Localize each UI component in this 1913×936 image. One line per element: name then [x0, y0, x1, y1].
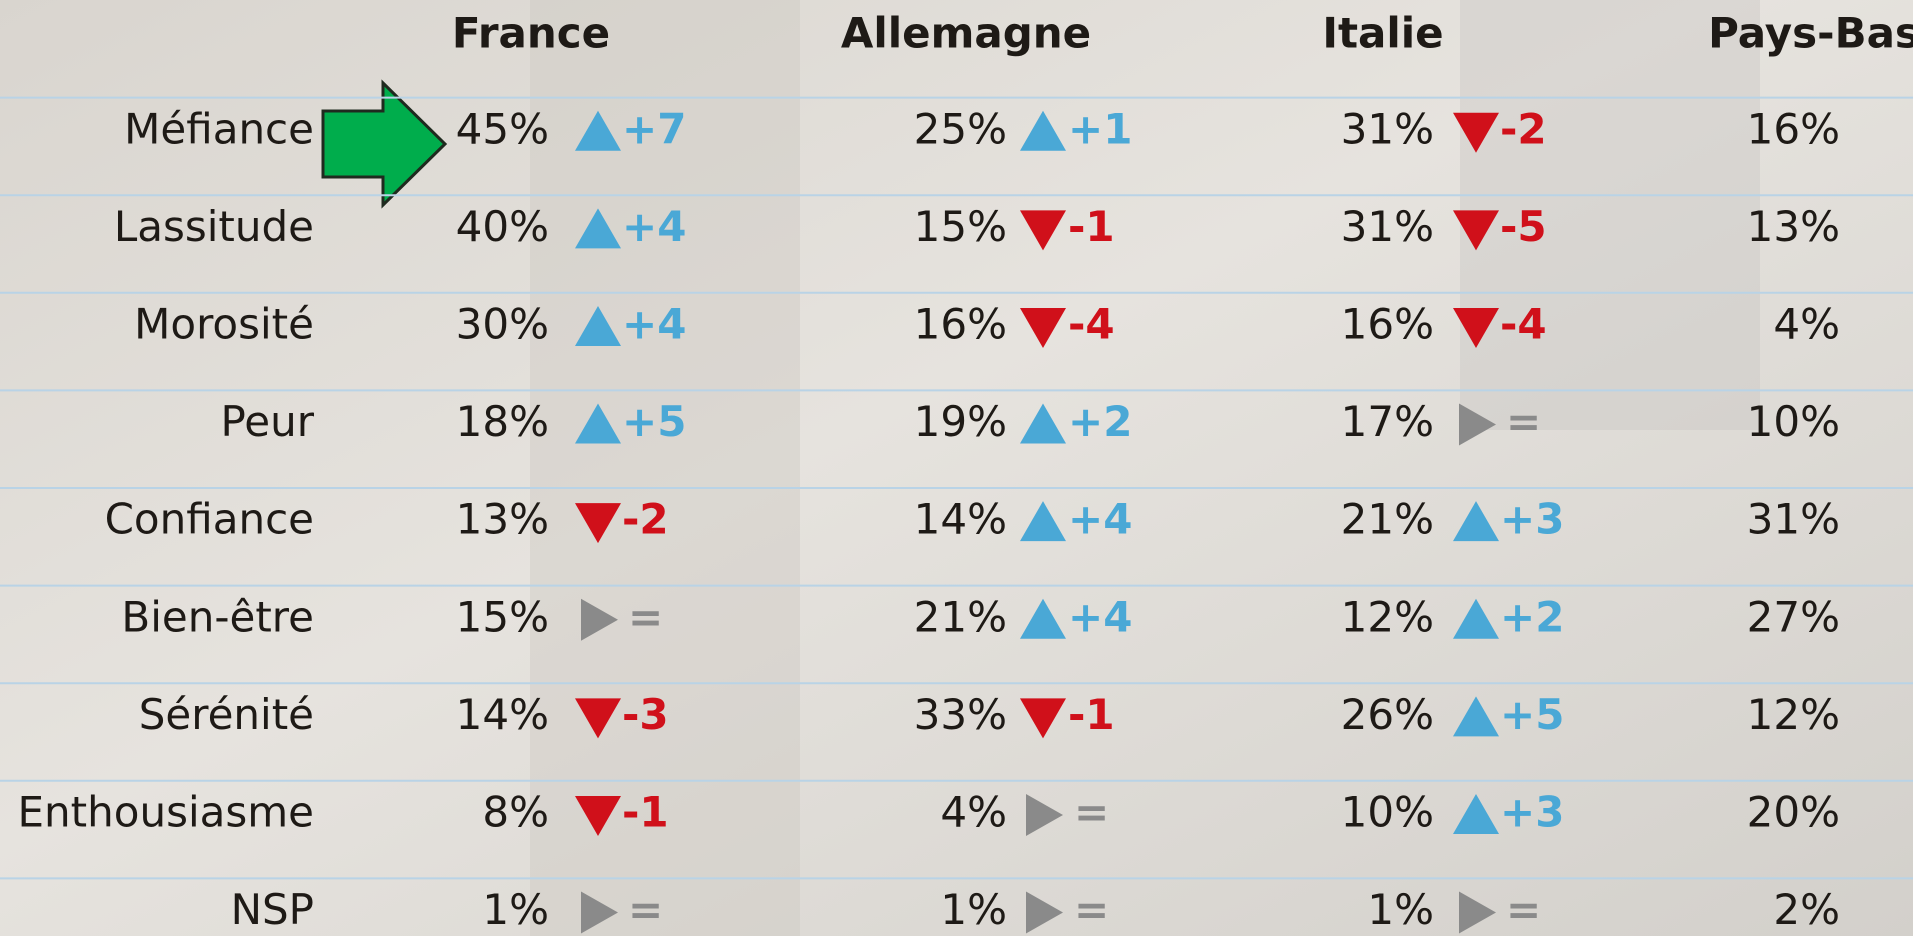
cell-value: 30%	[456, 299, 549, 348]
cell-value: 10%	[1341, 787, 1434, 836]
cell-change: -3	[622, 690, 669, 739]
cell-value: 21%	[914, 592, 1007, 641]
cell-value: 13%	[456, 495, 549, 544]
cell-change: =	[1074, 885, 1109, 934]
cell-change: +4	[1068, 495, 1132, 544]
cell-change: -1	[1068, 202, 1115, 251]
cell-change: +1	[1068, 104, 1132, 153]
cell-value: 1%	[940, 885, 1007, 934]
cell-change: +3	[1500, 787, 1564, 836]
cell-value: 21%	[1341, 495, 1434, 544]
cell-change: +3	[1500, 495, 1564, 544]
cell-value: 19%	[914, 397, 1007, 446]
cell-change: +4	[1068, 592, 1132, 641]
cell-value: 12%	[1341, 592, 1434, 641]
cell-value: 16%	[1747, 104, 1840, 153]
cell-change: -2	[622, 495, 669, 544]
cell-value: 45%	[456, 104, 549, 153]
column-header: Pays-Bas	[1708, 9, 1913, 58]
cell-value: 18%	[456, 397, 549, 446]
cell-value: 20%	[1747, 787, 1840, 836]
row-label: Lassitude	[114, 202, 314, 251]
cell-value: 14%	[914, 495, 1007, 544]
cell-change: -1	[1068, 690, 1115, 739]
cell-change: =	[628, 885, 663, 934]
cell-value: 15%	[914, 202, 1007, 251]
row-label: Peur	[220, 397, 314, 446]
cell-change: +4	[622, 299, 686, 348]
cell-change: =	[1506, 397, 1541, 446]
cell-change: -2	[1500, 104, 1547, 153]
cell-value: 2%	[1773, 885, 1840, 934]
cell-value: 14%	[456, 690, 549, 739]
cell-value: 1%	[482, 885, 549, 934]
cell-value: 27%	[1747, 592, 1840, 641]
cell-value: 8%	[482, 787, 549, 836]
cell-change: =	[1506, 885, 1541, 934]
cell-value: 4%	[1773, 299, 1840, 348]
column-header: France	[452, 9, 610, 58]
cell-change: =	[1074, 787, 1109, 836]
cell-change: -4	[1500, 299, 1547, 348]
cell-value: 16%	[914, 299, 1007, 348]
row-label: Méfiance	[124, 104, 314, 153]
cell-change: +7	[622, 104, 686, 153]
cell-value: 31%	[1341, 202, 1434, 251]
cell-change: -4	[1068, 299, 1115, 348]
cell-value: 4%	[940, 787, 1007, 836]
cell-value: 40%	[456, 202, 549, 251]
cell-value: 26%	[1341, 690, 1434, 739]
cell-value: 31%	[1747, 495, 1840, 544]
column-header: Allemagne	[841, 9, 1091, 58]
cell-value: 10%	[1747, 397, 1840, 446]
cell-value: 33%	[914, 690, 1007, 739]
cell-value: 31%	[1341, 104, 1434, 153]
cell-value: 13%	[1747, 202, 1840, 251]
cell-change: =	[628, 592, 663, 641]
cell-change: +4	[622, 202, 686, 251]
row-label: Morosité	[134, 299, 314, 348]
cell-value: 15%	[456, 592, 549, 641]
cell-change: +2	[1068, 397, 1132, 446]
cell-change: +5	[622, 397, 686, 446]
cell-value: 25%	[914, 104, 1007, 153]
column-header: Italie	[1322, 9, 1443, 58]
row-label: Enthousiasme	[18, 787, 314, 836]
cell-value: 16%	[1341, 299, 1434, 348]
cell-value: 1%	[1367, 885, 1434, 934]
cell-change: +5	[1500, 690, 1564, 739]
row-label: NSP	[231, 885, 314, 934]
row-label: Bien-être	[121, 592, 314, 641]
cell-value: 12%	[1747, 690, 1840, 739]
cell-change: -5	[1500, 202, 1547, 251]
slide: France Allemagne Italie Pays-Bas Méfiance 45%…	[0, 0, 1913, 936]
cell-change: -1	[622, 787, 669, 836]
row-label: Confiance	[105, 495, 314, 544]
cell-value: 17%	[1341, 397, 1434, 446]
row-label: Sérénité	[139, 690, 314, 739]
cell-change: +2	[1500, 592, 1564, 641]
